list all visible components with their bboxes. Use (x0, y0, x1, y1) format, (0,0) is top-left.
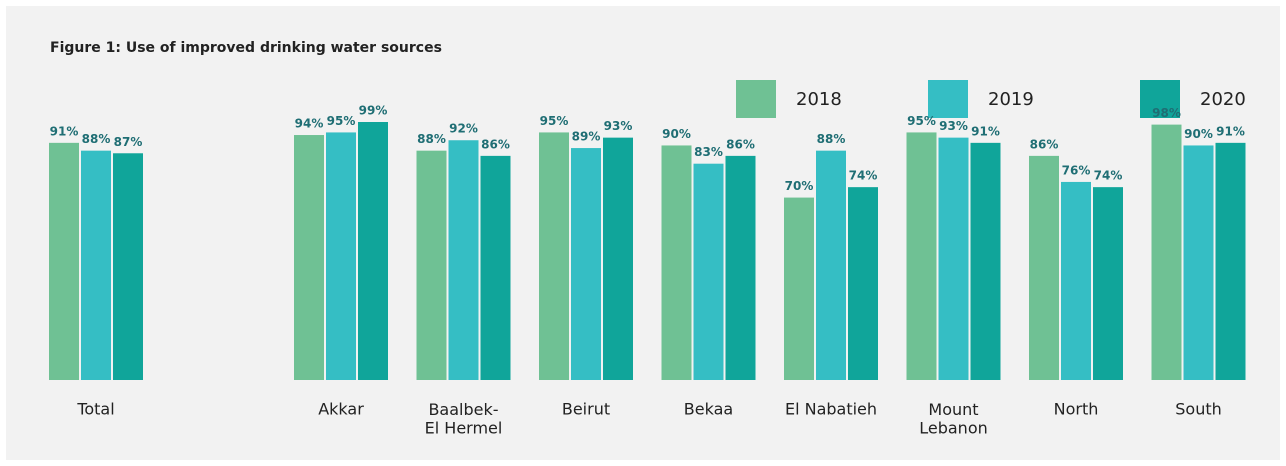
bar (113, 153, 143, 380)
value-label: 91% (971, 124, 1000, 138)
bar (938, 137, 969, 380)
value-label: 95% (907, 114, 936, 128)
bar (81, 150, 111, 380)
value-label: 88% (817, 132, 846, 146)
bar (970, 142, 1001, 380)
x-tick-label: Mount Lebanon (919, 400, 988, 437)
x-tick-label: Baalbek-El Hermel (425, 400, 503, 437)
bar (1151, 124, 1182, 380)
legend-label: 2018 (796, 89, 842, 110)
bar (1061, 181, 1091, 380)
bar (448, 140, 479, 380)
bar (1215, 142, 1246, 380)
value-label: 95% (540, 114, 569, 128)
x-tick-label: Beirut (562, 400, 610, 419)
legend-swatch (736, 80, 776, 118)
bar (326, 132, 356, 380)
value-label: 83% (694, 145, 723, 159)
x-tick-label: Total (76, 400, 114, 419)
value-label: 93% (604, 119, 633, 133)
value-label: 99% (359, 104, 388, 118)
value-label: 87% (114, 135, 143, 149)
bar (358, 122, 388, 380)
x-tick-label: Akkar (318, 400, 364, 419)
value-label: 86% (726, 137, 755, 151)
value-label: 92% (449, 122, 478, 136)
bar (1029, 155, 1059, 380)
bar (603, 137, 633, 380)
bar (571, 148, 601, 380)
bar (784, 197, 814, 380)
x-tick-label: Bekaa (684, 400, 733, 419)
bar (661, 145, 692, 380)
x-tick-label: North (1054, 400, 1099, 419)
value-label: 91% (50, 124, 79, 138)
bar (1093, 187, 1123, 380)
x-tick-label: El Nabatieh (785, 400, 877, 419)
value-label: 90% (1184, 127, 1213, 141)
value-label: 91% (1216, 124, 1245, 138)
value-label: 76% (1062, 163, 1091, 177)
legend-label: 2020 (1200, 89, 1246, 110)
bar (693, 163, 724, 380)
bar (294, 135, 324, 380)
bar (1183, 145, 1214, 380)
value-label: 90% (662, 127, 691, 141)
legend-swatch (928, 80, 968, 118)
value-label: 74% (849, 169, 878, 183)
value-label: 89% (572, 130, 601, 144)
x-tick-label: South (1175, 400, 1222, 419)
chart-title: Figure 1: Use of improved drinking water… (50, 40, 442, 56)
bar (49, 142, 79, 380)
bar (539, 132, 569, 380)
bar (848, 187, 878, 380)
value-label: 86% (481, 137, 510, 151)
value-label: 94% (295, 117, 324, 131)
value-label: 93% (939, 119, 968, 133)
bar (816, 150, 846, 380)
bar (725, 155, 756, 380)
value-label: 88% (417, 132, 446, 146)
value-label: 88% (82, 132, 111, 146)
value-label: 86% (1030, 137, 1059, 151)
value-label: 98% (1152, 106, 1181, 120)
legend-label: 2019 (988, 89, 1034, 110)
legend-swatch (1140, 80, 1180, 118)
value-label: 70% (785, 179, 814, 193)
value-label: 95% (327, 114, 356, 128)
bar (416, 150, 447, 380)
bar (906, 132, 937, 380)
bar (480, 155, 511, 380)
value-label: 74% (1094, 169, 1123, 183)
